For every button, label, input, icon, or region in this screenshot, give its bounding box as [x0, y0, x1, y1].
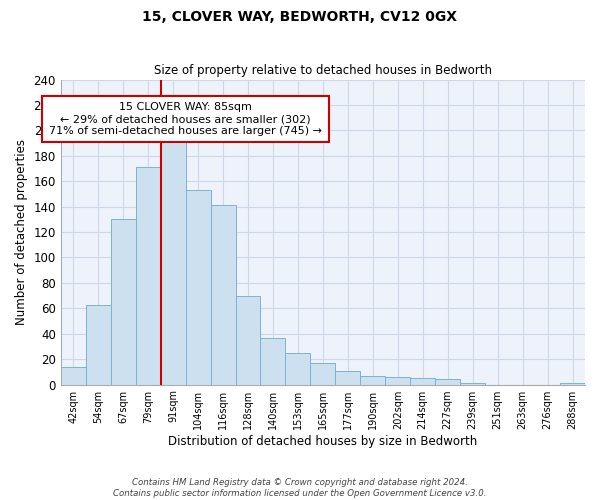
Bar — [286, 353, 310, 384]
Bar — [410, 378, 435, 384]
Text: Contains HM Land Registry data © Crown copyright and database right 2024.
Contai: Contains HM Land Registry data © Crown c… — [113, 478, 487, 498]
Text: 15 CLOVER WAY: 85sqm
← 29% of detached houses are smaller (302)
71% of semi-deta: 15 CLOVER WAY: 85sqm ← 29% of detached h… — [49, 102, 322, 136]
Title: Size of property relative to detached houses in Bedworth: Size of property relative to detached ho… — [154, 64, 492, 77]
Bar — [86, 304, 111, 384]
Bar — [185, 190, 211, 384]
Bar — [161, 130, 185, 384]
Bar — [211, 206, 236, 384]
Bar — [435, 380, 460, 384]
Bar — [361, 376, 385, 384]
Bar — [260, 338, 286, 384]
Bar — [385, 377, 410, 384]
X-axis label: Distribution of detached houses by size in Bedworth: Distribution of detached houses by size … — [168, 434, 478, 448]
Bar — [61, 367, 86, 384]
Bar — [236, 296, 260, 384]
Text: 15, CLOVER WAY, BEDWORTH, CV12 0GX: 15, CLOVER WAY, BEDWORTH, CV12 0GX — [143, 10, 458, 24]
Bar — [136, 168, 161, 384]
Y-axis label: Number of detached properties: Number of detached properties — [15, 139, 28, 325]
Bar — [310, 363, 335, 384]
Bar — [335, 370, 361, 384]
Bar — [111, 220, 136, 384]
